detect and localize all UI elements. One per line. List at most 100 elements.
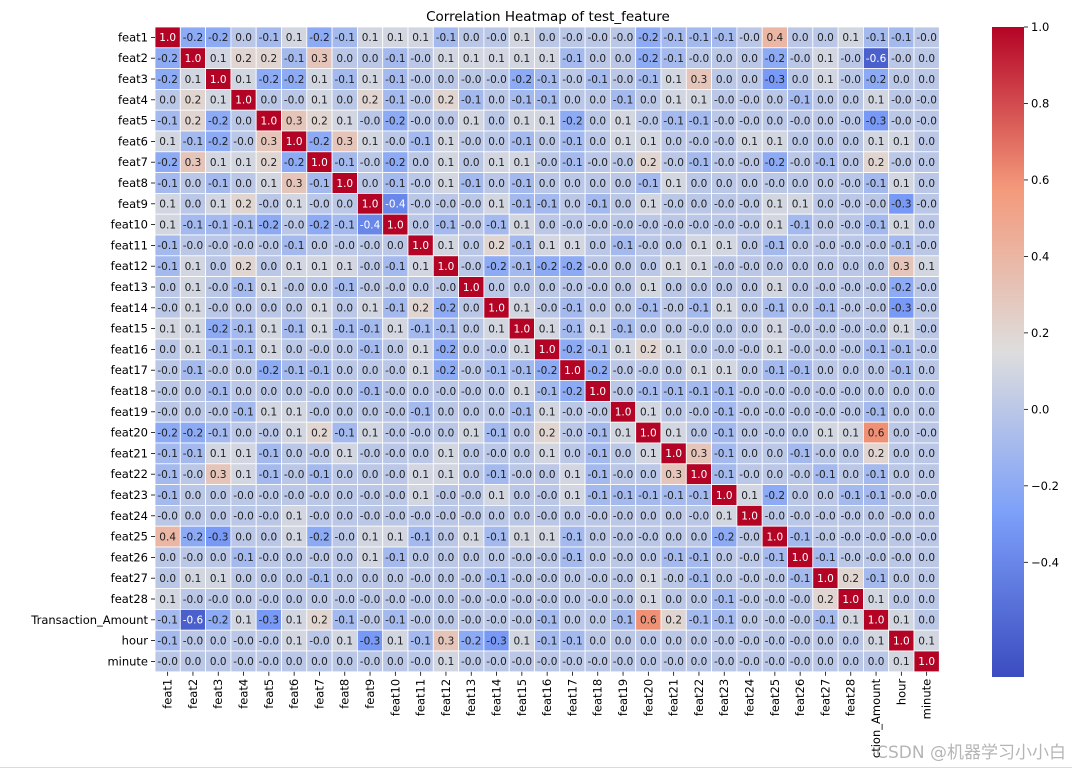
heatmap-cell-label: 0.1: [640, 594, 657, 606]
heatmap-cell-label: -0.1: [183, 136, 204, 148]
heatmap-cell-label: -0.1: [765, 365, 786, 377]
heatmap-cell-label: -0.1: [385, 552, 406, 564]
heatmap-cell-label: -0.0: [739, 157, 760, 169]
heatmap-cell-label: 0.0: [336, 303, 353, 315]
heatmap-cell-label: 0.0: [210, 511, 227, 523]
heatmap-cell-label: -0.1: [866, 490, 887, 502]
heatmap-cell-label: 0.0: [159, 95, 176, 107]
heatmap-cell-label: 0.2: [260, 53, 277, 65]
heatmap-cell-label: -0.2: [461, 635, 482, 647]
heatmap-cell-label: 0.0: [842, 136, 859, 148]
heatmap-cell-label: 0.1: [387, 323, 404, 335]
heatmap-cell-label: 0.0: [438, 573, 455, 585]
heatmap-cell-label: 0.0: [665, 635, 682, 647]
heatmap-cell-label: -0.1: [259, 469, 280, 481]
heatmap-cell-label: -0.0: [183, 635, 204, 647]
heatmap-cell-label: 0.0: [336, 552, 353, 564]
heatmap-cell-label: 0.1: [766, 282, 783, 294]
heatmap-cell-label: -0.0: [309, 552, 330, 564]
heatmap-cell-label: 0.0: [792, 136, 809, 148]
heatmap-cell-label: 0.1: [362, 531, 379, 543]
colorbar-tick-label: 0.2: [1031, 326, 1049, 340]
heatmap-cell-label: 0.0: [185, 656, 202, 668]
heatmap-cell-label: 0.0: [741, 53, 758, 65]
heatmap-cell-label: 0.2: [235, 199, 252, 211]
heatmap-cell-label: -0.1: [765, 240, 786, 252]
heatmap-cell-label: 0.0: [918, 448, 935, 460]
y-tick-label: feat8: [118, 176, 148, 190]
heatmap-cell-label: 0.0: [488, 511, 505, 523]
heatmap-cell-label: -0.1: [512, 365, 533, 377]
heatmap-cell-label: 0.0: [589, 531, 606, 543]
heatmap-cell-label: -0.0: [739, 261, 760, 273]
heatmap-cell-label: 0.0: [235, 573, 252, 585]
heatmap-cell-label: 1.0: [842, 594, 859, 606]
heatmap-cell-label: 0.2: [488, 240, 505, 252]
heatmap-cell-label: 0.3: [286, 115, 303, 127]
heatmap-cell-label: 0.1: [513, 303, 530, 315]
heatmap-cell-label: 0.1: [615, 427, 632, 439]
heatmap-cell-label: -0.0: [410, 53, 431, 65]
heatmap-cell-label: 0.0: [842, 261, 859, 273]
heatmap-cell-label: 0.0: [235, 115, 252, 127]
heatmap-cell-label: -0.0: [385, 136, 406, 148]
heatmap-cell-label: -0.0: [866, 323, 887, 335]
heatmap-cell-label: 0.0: [792, 427, 809, 439]
heatmap-cell-label: 0.1: [766, 199, 783, 211]
heatmap-cell-label: -0.4: [385, 199, 406, 211]
heatmap-cell-label: 0.0: [817, 365, 834, 377]
heatmap-cell-label: -0.2: [638, 53, 659, 65]
heatmap-cell-label: -0.0: [259, 511, 280, 523]
heatmap-cell-label: 0.1: [817, 53, 834, 65]
heatmap-cell-label: -0.1: [284, 323, 305, 335]
heatmap-cell-label: -0.0: [916, 490, 937, 502]
heatmap-cell-label: 1.0: [463, 282, 480, 294]
heatmap-cell-label: -0.1: [410, 531, 431, 543]
heatmap-cell-label: 0.0: [716, 74, 733, 86]
heatmap-cell-label: -0.1: [638, 74, 659, 86]
heatmap-cell-label: -0.1: [562, 552, 583, 564]
heatmap-cell-label: 0.0: [387, 656, 404, 668]
x-tick-label: feat11: [414, 679, 428, 716]
chart-title: Correlation Heatmap of test_feature: [426, 9, 670, 25]
heatmap-cell-label: 0.0: [741, 427, 758, 439]
heatmap-cell-label: 0.0: [235, 531, 252, 543]
heatmap-cell-label: 0.0: [336, 490, 353, 502]
heatmap-cell-label: -0.0: [360, 448, 381, 460]
heatmap-cell-label: 0.0: [665, 282, 682, 294]
heatmap-cell-label: -0.1: [385, 53, 406, 65]
colorbar-tick-label: 1.0: [1031, 20, 1049, 34]
heatmap-cell-label: 1.0: [792, 552, 809, 564]
heatmap-cell-label: 0.0: [766, 448, 783, 460]
heatmap-cell-label: -0.1: [486, 427, 507, 439]
heatmap-cell-label: 0.0: [918, 594, 935, 606]
heatmap-cell-label: 0.1: [286, 407, 303, 419]
heatmap-cell-label: 0.1: [260, 344, 277, 356]
heatmap-cell-label: -0.1: [537, 386, 558, 398]
heatmap-cell-label: 0.0: [640, 552, 657, 564]
heatmap-cell-label: -0.1: [790, 448, 811, 460]
heatmap-cell-label: 0.1: [412, 32, 429, 44]
heatmap-cell-label: -0.0: [486, 594, 507, 606]
heatmap-cell-label: 0.0: [741, 303, 758, 315]
heatmap-cell-label: 0.0: [564, 511, 581, 523]
heatmap-cell-label: -0.3: [891, 303, 912, 315]
y-tick-label: feat15: [111, 322, 148, 336]
heatmap-cell-label: -0.1: [562, 157, 583, 169]
heatmap-cell-label: 0.0: [336, 386, 353, 398]
heatmap-cell-label: 0.0: [362, 365, 379, 377]
heatmap-cell-label: -0.0: [613, 219, 634, 231]
heatmap-cell-label: -0.0: [410, 656, 431, 668]
heatmap-cell-label: 0.2: [438, 95, 455, 107]
heatmap-cell-label: -0.0: [588, 157, 609, 169]
heatmap-cell-label: -0.1: [689, 615, 710, 627]
heatmap-cell-label: 0.1: [159, 219, 176, 231]
heatmap-cell-label: -0.0: [841, 115, 862, 127]
heatmap-cell-label: 0.1: [235, 74, 252, 86]
heatmap-cell-label: -0.0: [461, 386, 482, 398]
heatmap-cell-label: 0.3: [438, 635, 455, 647]
heatmap-cell-label: 0.1: [564, 469, 581, 481]
heatmap-cell-label: -0.2: [436, 344, 457, 356]
heatmap-cell-label: -0.0: [891, 115, 912, 127]
heatmap-cell-label: -0.0: [916, 240, 937, 252]
